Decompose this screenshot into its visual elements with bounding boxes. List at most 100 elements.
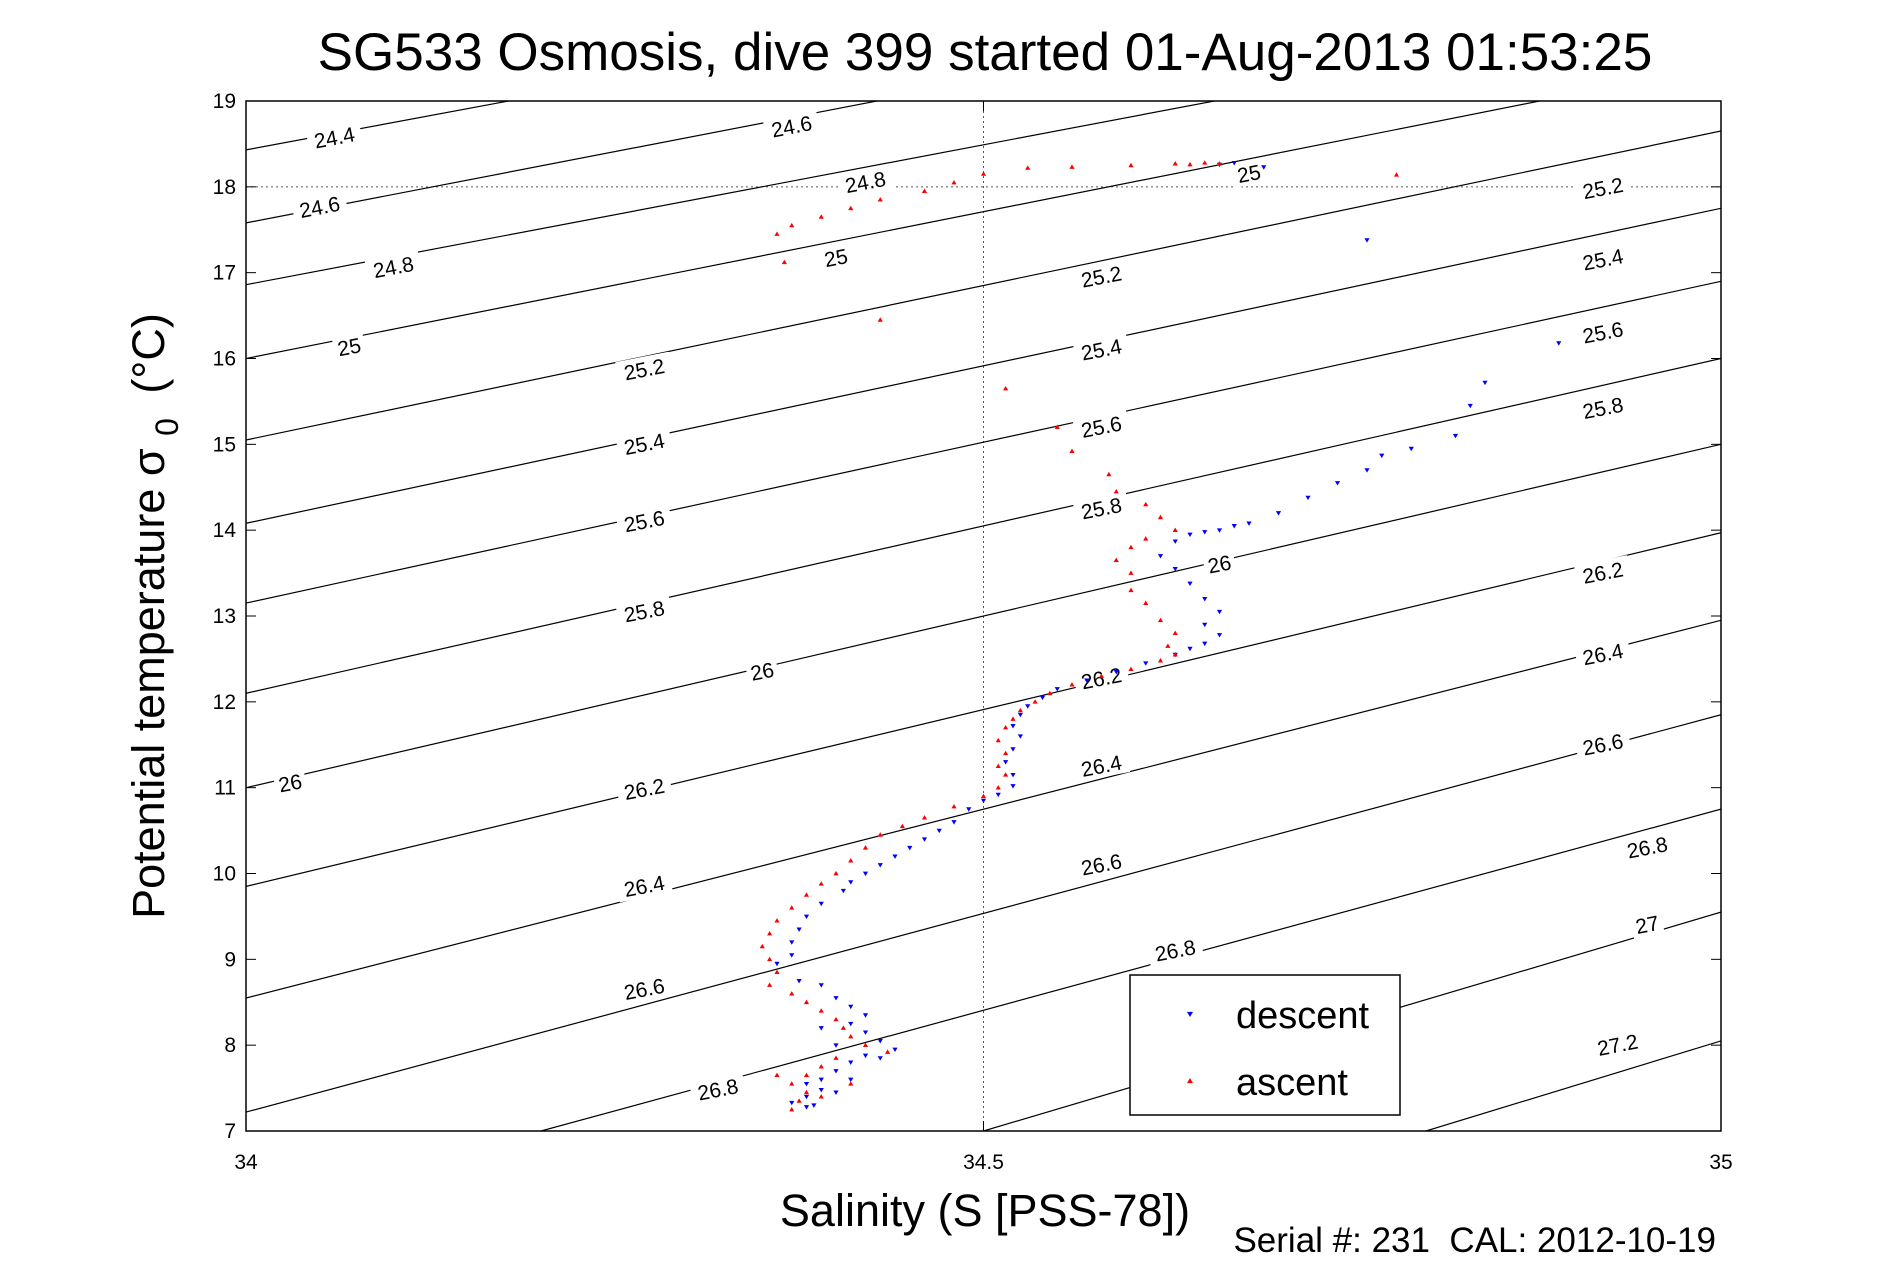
contour-label-backing [1574, 390, 1632, 425]
contour-label-backing [762, 108, 821, 143]
descent-point [848, 1077, 854, 1083]
ascent-point [803, 892, 810, 897]
y-tick-label: 9 [224, 948, 236, 971]
ascent-point [1128, 162, 1134, 168]
ascent-point [818, 1008, 824, 1013]
series-ascent [759, 160, 1400, 1112]
descent-point [833, 996, 839, 1001]
contour-label-backing [1574, 636, 1632, 671]
ascent-point [1187, 161, 1193, 167]
descent-point [1231, 524, 1237, 529]
contour-label-backing [818, 242, 854, 272]
ascent-point [1216, 161, 1223, 166]
contour-label-backing [1574, 170, 1632, 205]
ascent-point [781, 259, 787, 265]
ascent-point [1128, 544, 1134, 550]
descent-point [1482, 380, 1488, 386]
ascent-point [759, 943, 765, 949]
ascent-point [1003, 385, 1009, 391]
descent-point [1305, 495, 1311, 501]
ascent-point [1172, 630, 1178, 635]
ascent-point [833, 1016, 839, 1022]
descent-point [1364, 238, 1370, 243]
contour-label-backing [1574, 241, 1632, 276]
isopycnal-line-2 [246, 101, 1218, 286]
serial-cal-footer: Serial #: 231 CAL: 2012-10-19 [1233, 1221, 1716, 1260]
ascent-point [818, 1064, 824, 1069]
contour-label-backing [689, 1071, 747, 1106]
y-axis-title-subscript: 0 [149, 418, 185, 436]
descent-point [1364, 468, 1370, 473]
contour-label: 26 [1206, 551, 1233, 578]
contour-label-backing [331, 331, 367, 362]
descent-point [1275, 511, 1282, 516]
descent-point [796, 978, 802, 984]
ascent-point [789, 1081, 795, 1086]
ascent-point [1069, 448, 1075, 454]
contour-label-group: 26.8 [1146, 932, 1204, 967]
contour-label-backing [615, 593, 673, 628]
ascent-point [877, 317, 883, 322]
descent-point [848, 1021, 854, 1027]
ascent-point [1157, 658, 1164, 663]
isopycnal-line-4 [246, 130, 1721, 441]
descent-point [1054, 687, 1060, 692]
isopycnal-line-11 [246, 714, 1721, 1113]
isopycnal-line-3 [246, 101, 1543, 360]
ascent-point [1047, 690, 1053, 696]
ascent-point [848, 1081, 854, 1086]
ascent-point [1003, 772, 1009, 777]
ascent-point [767, 930, 773, 936]
descent-point [774, 961, 780, 967]
descent-point [1003, 760, 1009, 765]
contour-label: 26 [749, 659, 776, 686]
contour-label-backing [1072, 259, 1131, 293]
descent-point [818, 901, 824, 907]
ascent-point [818, 1094, 824, 1099]
ascent-point [1098, 673, 1105, 678]
descent-point [1452, 433, 1459, 439]
ascent-point [833, 1055, 839, 1060]
descent-point [1025, 704, 1031, 709]
contour-label-backing [1146, 932, 1204, 967]
descent-point [907, 845, 913, 851]
contour-label-backing [1588, 1027, 1647, 1062]
chart-title: SG533 Osmosis, dive 399 started 01-Aug-2… [318, 23, 1653, 82]
contour-label-backing [615, 351, 673, 386]
ascent-point [848, 1033, 854, 1039]
ascent-point [1010, 716, 1016, 721]
isopycnal-label-layer: 24.4 24.624.624.824.825252525.225.225.225… [272, 108, 1676, 1106]
isopycnal-line-14 [1425, 1040, 1721, 1131]
contour-label-group: 26 [744, 656, 780, 686]
ascent-point [921, 188, 928, 193]
descent-point [1187, 532, 1193, 538]
descent-point [848, 1060, 854, 1065]
legend-marker-descent [1187, 1011, 1193, 1017]
ascent-point [1069, 682, 1075, 687]
contour-label-backing [1072, 846, 1131, 881]
contour-label: 25 [822, 245, 849, 272]
contour-label-backing [272, 767, 308, 798]
contour-label-backing [290, 189, 349, 224]
descent-point [803, 1081, 810, 1087]
contour-label-group: 25.2 [1574, 170, 1632, 205]
ascent-point [1054, 424, 1060, 429]
descent-point [1408, 446, 1414, 452]
descent-point [1017, 734, 1023, 739]
ascent-point [877, 832, 883, 837]
contour-label-group: 26.4 [615, 868, 673, 903]
ascent-point [774, 1072, 780, 1078]
contour-label-group: 25.6 [615, 503, 673, 538]
contour-label-backing [1072, 490, 1131, 525]
series-layer [759, 160, 1562, 1112]
contour-label-backing [1574, 555, 1632, 590]
descent-point [1039, 695, 1046, 701]
descent-point [1556, 341, 1562, 346]
descent-point [862, 1053, 869, 1059]
ascent-point [1017, 707, 1023, 713]
ascent-point [774, 231, 780, 236]
y-tick-label: 11 [214, 777, 236, 800]
ascent-point [774, 918, 780, 923]
ascent-point [848, 858, 854, 863]
ascent-point [1032, 699, 1038, 704]
